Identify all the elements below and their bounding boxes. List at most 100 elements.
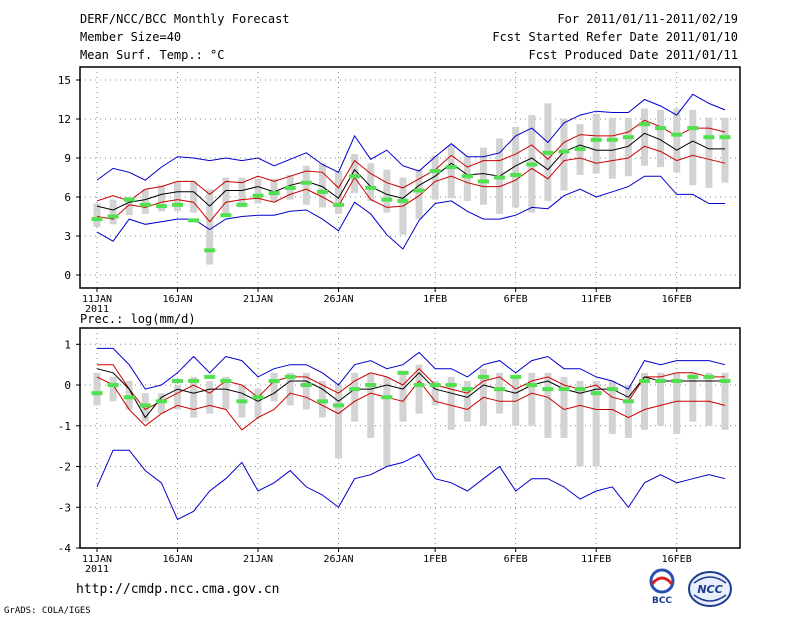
panel2-observed-marker: [445, 383, 457, 388]
panel1-observed-marker: [671, 132, 683, 137]
panel2-spread-box: [576, 380, 584, 467]
panel1-observed-marker: [461, 174, 473, 179]
member-size: Member Size=40: [80, 30, 182, 44]
panel1-spread-box: [238, 177, 246, 208]
panel2-observed-marker: [300, 383, 312, 388]
produced-date: Fcst Produced Date 2011/01/11: [528, 48, 738, 62]
panel2-spread-box: [624, 385, 632, 438]
panel2-observed-marker: [703, 374, 715, 379]
panel2-frame: [79, 327, 741, 549]
panel1-spread-box: [479, 147, 487, 205]
panel1-observed-marker: [204, 248, 216, 253]
panel1-observed-marker: [123, 197, 135, 202]
panel2-observed-marker: [220, 378, 232, 383]
panel2-observed-marker: [542, 387, 554, 392]
panel1-observed-marker: [687, 126, 699, 131]
panel1-observed-marker: [284, 185, 296, 190]
panel1-observed-marker: [510, 172, 522, 177]
panel2-y-tick-label: -2: [58, 461, 71, 474]
panel1-x-tick-label: 16FEB: [662, 294, 692, 305]
panel2-min-line: [96, 449, 726, 521]
panel1-spread-box: [206, 189, 214, 265]
panel1-observed-marker: [220, 213, 232, 218]
panel1-spread-box: [640, 108, 648, 166]
panel1-observed-marker: [188, 218, 200, 223]
panel1-spread-box: [721, 117, 729, 183]
panel1-spread-box: [141, 189, 149, 214]
panel1-observed-marker: [397, 198, 409, 203]
panel2-spread-box: [174, 385, 182, 410]
panel1-spread-box: [335, 171, 343, 214]
panel2-spread-box: [528, 372, 536, 426]
panel1-observed-marker: [574, 146, 586, 151]
panel1-spread-box: [351, 154, 359, 194]
panel2-y-tick-label: -1: [58, 420, 71, 433]
panel2-spread-box: [335, 385, 343, 459]
variable-label: Mean Surf. Temp.: °C: [80, 48, 225, 62]
panel1-observed-marker: [655, 126, 667, 131]
panel1-observed-marker: [719, 135, 731, 140]
panel1-mean-line: [96, 132, 725, 211]
panel1-x-tick-label: 16JAN: [162, 294, 192, 305]
source-url: http://cmdp.ncc.cma.gov.cn: [76, 582, 280, 597]
panel1-observed-marker: [252, 193, 264, 198]
ncc-logo: NCC: [688, 571, 732, 607]
panel2-observed-marker: [574, 387, 586, 392]
panel2-observed-marker: [284, 374, 296, 379]
panel2-title: Prec.: log(mm/d): [80, 312, 196, 326]
panel1-observed-marker: [413, 188, 425, 193]
panel2-x-tick-label: 6FEB: [504, 554, 528, 565]
panel1-spread-box: [431, 155, 439, 200]
panel1-observed-marker: [703, 135, 715, 140]
panel1-spread-box: [608, 117, 616, 179]
panel2-observed-marker: [655, 378, 667, 383]
panel2-spread-box: [254, 389, 262, 418]
panel1-x-tick-label: 6FEB: [504, 294, 528, 305]
panel2-upper-line: [97, 364, 725, 411]
panel2-observed-marker: [558, 387, 570, 392]
panel1-spread-box: [624, 117, 632, 177]
panel1-spread-box: [512, 126, 520, 208]
panel2-observed-marker: [622, 399, 634, 404]
panel2-observed-marker: [413, 383, 425, 388]
panel2-observed-marker: [316, 399, 328, 404]
panel2-spread-box: [206, 380, 214, 414]
panel2-y-tick-label: -3: [58, 501, 71, 514]
panel2-spread-box: [141, 393, 149, 422]
panel1-x-tick-label: 11JAN: [82, 294, 112, 305]
panel2-spread-box: [689, 372, 697, 422]
panel1-y-tick-label: 12: [58, 113, 71, 126]
panel2-observed-marker: [123, 395, 135, 400]
panel1-x-tick-label: 21JAN: [243, 294, 273, 305]
panel2-y-tick-label: 0: [64, 379, 71, 392]
panel2-spread-box: [286, 372, 294, 406]
panel1-spread-box: [657, 109, 665, 168]
panel2-spread-box: [496, 372, 504, 414]
panel2-y-tick-label: 1: [64, 338, 71, 351]
panel1-observed-marker: [91, 217, 103, 222]
panel2-spread-box: [270, 372, 278, 402]
panel2-spread-box: [222, 376, 230, 410]
panel1-observed-marker: [172, 202, 184, 207]
panel2-y-tick-label: -4: [58, 542, 72, 555]
panel1-spread-box: [270, 178, 278, 203]
panel2-spread-box: [109, 376, 117, 402]
panel2-observed-marker: [381, 395, 393, 400]
panel1-spread-box: [93, 203, 101, 227]
panel2-spread-box: [399, 372, 407, 422]
grads-credit: GrADS: COLA/IGES: [4, 606, 91, 616]
panel2-spread-box: [157, 393, 165, 414]
panel1-spread-box: [592, 113, 600, 174]
panel1-spread-box: [689, 109, 697, 186]
panel1-observed-marker: [300, 180, 312, 185]
panel2-observed-marker: [397, 370, 409, 375]
panel2-spread-box: [463, 380, 471, 422]
panel1-spread-box: [254, 178, 262, 204]
panel2-observed-marker: [188, 378, 200, 383]
panel2-max-line: [97, 347, 726, 390]
panel1-observed-marker: [590, 137, 602, 142]
panel2-spread-box: [657, 372, 665, 426]
panel1-spread-box: [222, 177, 230, 216]
panel2-observed-marker: [365, 383, 377, 388]
panel1-x-tick-label: 11FEB: [581, 294, 611, 305]
